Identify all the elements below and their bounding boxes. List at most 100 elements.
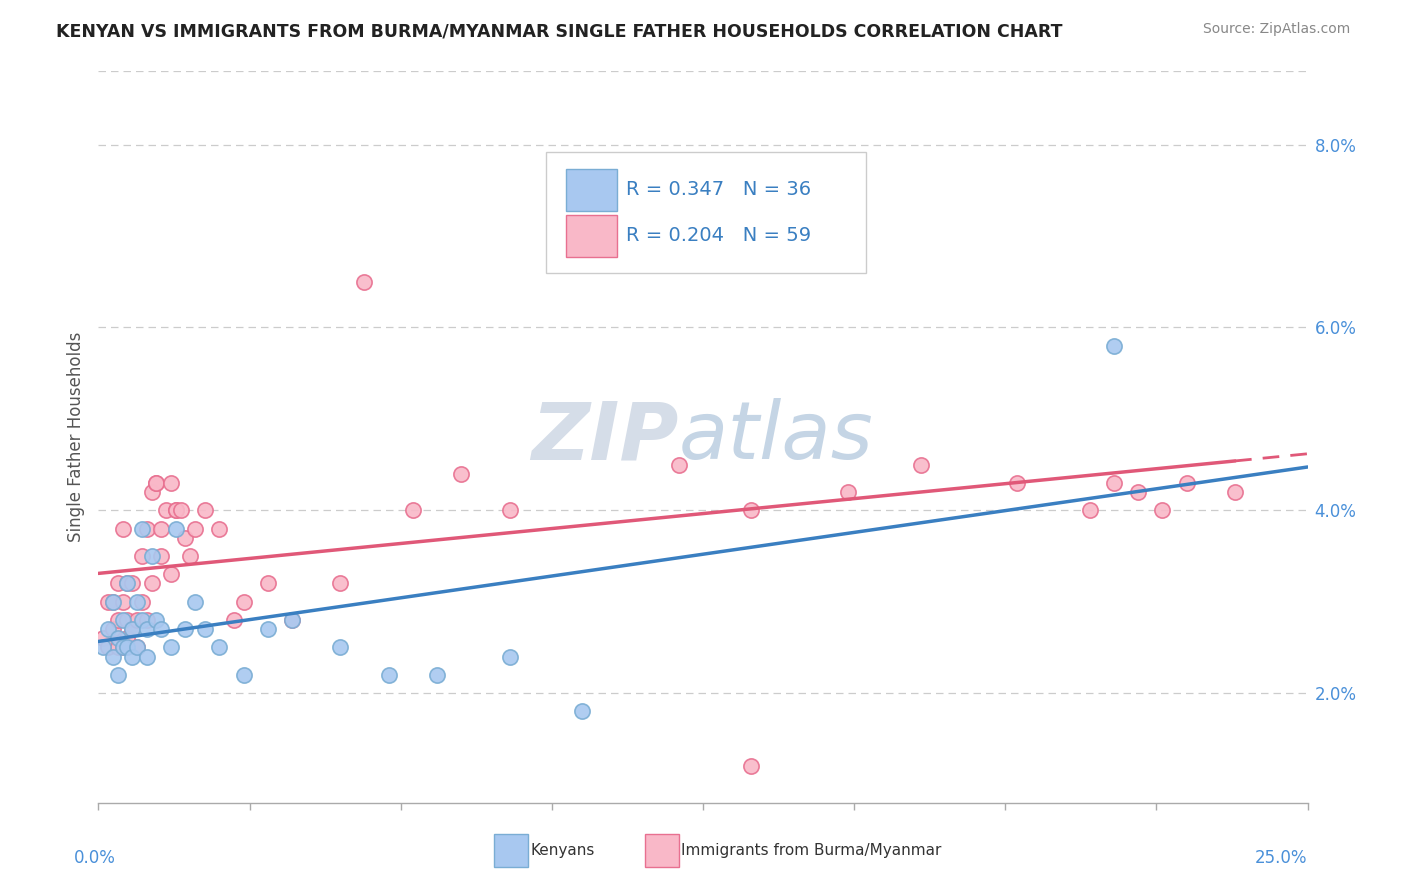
Point [1223,485,1246,500]
Point [97,622,120,636]
Point [377,667,399,682]
Point [127,613,149,627]
Point [194,622,217,636]
Point [135,622,157,636]
Point [837,485,859,500]
Point [498,503,520,517]
Point [208,521,231,535]
Point [127,594,149,608]
Point [141,549,163,563]
Point [329,640,352,655]
Point [141,576,163,591]
Point [101,649,124,664]
Point [1007,475,1029,490]
Point [194,503,217,517]
Point [107,576,129,591]
Point [117,576,139,591]
Point [174,531,197,545]
Point [111,594,134,608]
Point [1152,503,1174,517]
Point [160,640,183,655]
Point [1102,338,1125,352]
Point [107,640,129,655]
Point [1175,475,1198,490]
Text: atlas: atlas [679,398,873,476]
Point [117,613,139,627]
Point [117,640,139,655]
Point [135,521,157,535]
Point [97,594,120,608]
Point [97,640,120,655]
Point [498,649,520,664]
Point [107,613,129,627]
Text: R = 0.347   N = 36: R = 0.347 N = 36 [626,180,811,199]
Point [150,549,173,563]
Point [184,594,207,608]
Point [910,458,932,472]
Point [121,576,143,591]
Point [281,613,304,627]
Text: 25.0%: 25.0% [1256,848,1308,866]
Point [131,549,153,563]
Point [111,613,134,627]
Point [165,503,187,517]
Point [232,594,254,608]
Point [208,640,231,655]
Point [450,467,472,481]
FancyBboxPatch shape [567,215,617,257]
Point [107,632,129,646]
Point [121,622,143,636]
Point [165,503,187,517]
Point [426,667,449,682]
Point [111,640,134,655]
Point [169,503,191,517]
FancyBboxPatch shape [546,152,866,273]
FancyBboxPatch shape [494,833,527,867]
Point [117,632,139,646]
Point [179,549,201,563]
Text: Immigrants from Burma/Myanmar: Immigrants from Burma/Myanmar [682,843,942,858]
Point [107,667,129,682]
Point [127,640,149,655]
Point [668,458,690,472]
Point [91,632,114,646]
Point [150,622,173,636]
Point [145,475,167,490]
Point [160,567,183,582]
Point [222,613,245,627]
Point [135,649,157,664]
Point [91,640,114,655]
Point [281,613,304,627]
Point [127,640,149,655]
Point [160,475,183,490]
Point [101,622,124,636]
Point [740,759,762,773]
Point [256,622,278,636]
Point [131,521,153,535]
Point [111,521,134,535]
Point [121,622,143,636]
Text: 0.0%: 0.0% [75,848,117,866]
Point [740,503,762,517]
Point [101,594,124,608]
Point [145,613,167,627]
Y-axis label: Single Father Households: Single Father Households [66,332,84,542]
Point [131,594,153,608]
Point [402,503,425,517]
Point [1128,485,1150,500]
Point [1102,475,1125,490]
Point [121,649,143,664]
Point [141,485,163,500]
Point [165,521,187,535]
Point [232,667,254,682]
Text: KENYAN VS IMMIGRANTS FROM BURMA/MYANMAR SINGLE FATHER HOUSEHOLDS CORRELATION CHA: KENYAN VS IMMIGRANTS FROM BURMA/MYANMAR … [56,22,1063,40]
Point [101,594,124,608]
Point [329,576,352,591]
Point [155,503,177,517]
Point [256,576,278,591]
Point [353,275,375,289]
Text: Source: ZipAtlas.com: Source: ZipAtlas.com [1202,22,1350,37]
Point [174,622,197,636]
FancyBboxPatch shape [567,169,617,211]
Point [117,576,139,591]
